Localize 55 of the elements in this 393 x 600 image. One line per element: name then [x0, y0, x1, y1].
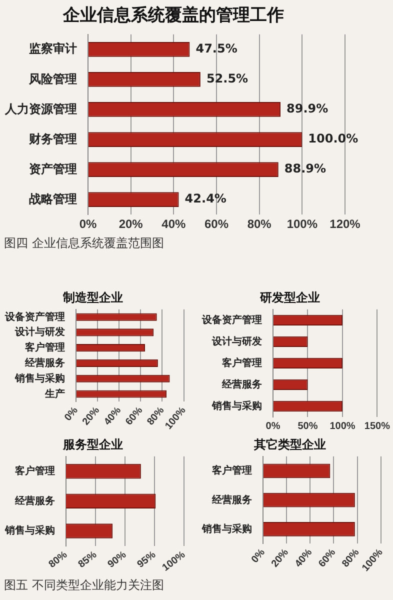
y-tick-label: 战略管理 — [29, 192, 77, 206]
y-tick-label: 风险管理 — [28, 72, 77, 86]
chart-title: 制造型企业 — [62, 290, 123, 304]
y-tick-label: 设计与研发 — [211, 335, 262, 348]
y-tick-label: 设备资产管理 — [4, 310, 65, 323]
x-tick-label: 0% — [250, 547, 268, 566]
x-tick-label: 20% — [118, 217, 144, 232]
x-tick-label: 40% — [102, 405, 124, 428]
y-tick-label: 人力资源管理 — [4, 102, 77, 116]
data-label: 52.5% — [206, 72, 248, 86]
x-tick-label: 150% — [364, 420, 390, 432]
y-tick-label: 财务管理 — [28, 132, 77, 146]
x-tick-label: 60% — [124, 405, 146, 428]
y-tick-label: 销售与采购 — [14, 372, 65, 384]
x-tick-label: 100% — [330, 420, 356, 432]
x-tick-label: 85% — [76, 549, 100, 570]
x-tick-label: 0% — [79, 217, 97, 232]
data-label: 47.5% — [196, 42, 238, 56]
y-tick-label: 销售与采购 — [4, 524, 55, 537]
y-tick-label: 销售与采购 — [201, 522, 252, 535]
x-tick-label: 0% — [62, 405, 80, 424]
y-tick-label: 经营服务 — [14, 494, 55, 507]
y-tick-label: 监察审计 — [29, 42, 77, 56]
y-tick-label: 设计与研发 — [14, 326, 65, 338]
text: 图四 企业信息系统覆盖范围图 — [3, 235, 165, 252]
y-tick-label: 客户管理 — [211, 464, 252, 477]
y-tick-label: 销售与采购 — [211, 400, 262, 412]
chart-title: 企业信息系统覆盖的管理工作 — [62, 4, 284, 26]
y-tick-label: 客户管理 — [24, 342, 65, 354]
x-tick-label: 50% — [298, 420, 318, 432]
x-tick-label: 0% — [266, 420, 280, 432]
y-tick-label: 客户管理 — [221, 356, 262, 369]
chart-title: 研发型企业 — [259, 290, 320, 304]
x-tick-label: 120% — [330, 217, 361, 232]
text: 图五 不同类型企业能力关注图 — [3, 577, 165, 594]
y-tick-label: 生产 — [44, 388, 65, 400]
y-tick-label: 经营服务 — [24, 356, 65, 369]
x-tick-label: 60% — [204, 217, 229, 232]
y-tick-label: 经营服务 — [221, 378, 262, 390]
y-tick-label: 资产管理 — [29, 162, 77, 176]
data-label: 88.9% — [284, 162, 326, 176]
y-tick-label: 客户管理 — [14, 465, 55, 478]
x-tick-label: 80% — [247, 217, 272, 232]
y-tick-label: 设备资产管理 — [201, 314, 262, 326]
x-tick-label: 95% — [135, 549, 158, 570]
x-tick-label: 100% — [286, 217, 318, 232]
y-tick-label: 经营服务 — [211, 494, 252, 506]
x-tick-label: 80% — [46, 549, 70, 570]
data-label: 42.4% — [184, 192, 226, 206]
x-tick-label: 90% — [106, 549, 129, 570]
chart-title: 其它类型企业 — [253, 437, 326, 452]
data-label: 100.0% — [308, 132, 358, 146]
x-tick-label: 40% — [162, 217, 186, 232]
chart-title: 服务型企业 — [62, 437, 123, 452]
data-label: 89.9% — [286, 102, 328, 116]
